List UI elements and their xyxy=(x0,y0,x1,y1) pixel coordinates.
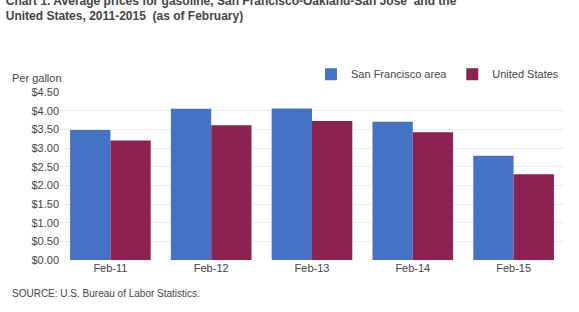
svg-text:$2.50: $2.50 xyxy=(31,161,59,173)
svg-text:Feb-12: Feb-12 xyxy=(194,262,229,274)
svg-text:Feb-14: Feb-14 xyxy=(395,262,430,274)
svg-text:$0.00: $0.00 xyxy=(31,254,59,266)
svg-text:$1.50: $1.50 xyxy=(31,198,59,210)
svg-text:$0.50: $0.50 xyxy=(31,235,59,247)
svg-text:Feb-15: Feb-15 xyxy=(496,262,531,274)
svg-text:$2.00: $2.00 xyxy=(31,179,59,191)
svg-text:$4.50: $4.50 xyxy=(31,86,59,98)
svg-text:San Francisco area: San Francisco area xyxy=(351,68,447,80)
svg-text:$3.50: $3.50 xyxy=(31,123,59,135)
svg-text:Chart 1. Average prices for ga: Chart 1. Average prices for gasoline, Sa… xyxy=(6,0,457,23)
svg-text:United States: United States xyxy=(492,68,559,80)
svg-text:$3.00: $3.00 xyxy=(31,142,59,154)
svg-text:$1.00: $1.00 xyxy=(31,217,59,229)
svg-text:Feb-11: Feb-11 xyxy=(93,262,127,274)
svg-text:Per gallon: Per gallon xyxy=(12,72,62,84)
svg-text:$4.00: $4.00 xyxy=(31,105,59,117)
svg-text:SOURCE: U.S. Bureau of Labor S: SOURCE: U.S. Bureau of Labor Statistics. xyxy=(12,288,200,299)
svg-text:Feb-13: Feb-13 xyxy=(295,262,330,274)
